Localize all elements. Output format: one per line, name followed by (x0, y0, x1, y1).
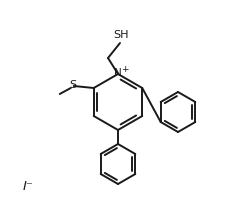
Text: S: S (69, 80, 76, 90)
Text: I⁻: I⁻ (22, 180, 33, 194)
Text: +: + (120, 65, 128, 73)
Text: SH: SH (113, 30, 128, 40)
Text: N: N (114, 68, 121, 78)
